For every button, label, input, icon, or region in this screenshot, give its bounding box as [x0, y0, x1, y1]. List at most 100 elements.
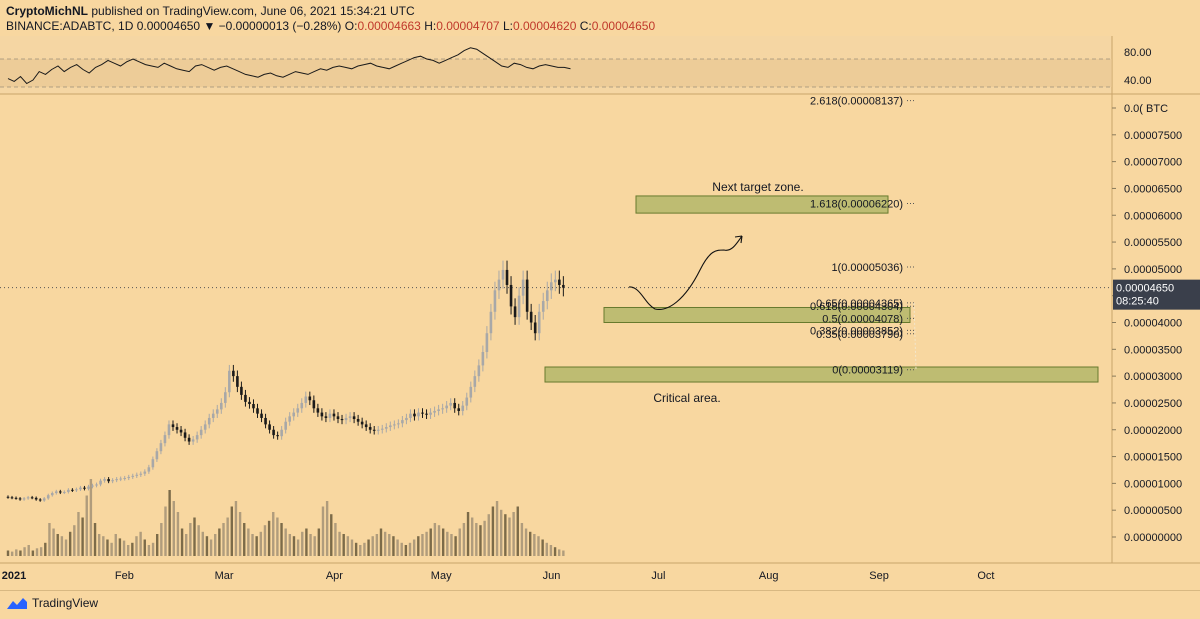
o-label: O: — [344, 19, 358, 33]
volume-bar — [48, 523, 51, 556]
chart-canvas: 80.00 40.00 0.0( BTC 0.00007500 0.00007000 0.… — [0, 36, 1200, 582]
volume-bar — [499, 509, 503, 556]
price-tick-label: 0.00001000 — [1124, 478, 1182, 490]
candle-body — [284, 421, 287, 430]
volume-bar — [363, 542, 366, 556]
price-tick-label: 0.00005500 — [1124, 237, 1182, 249]
countdown-label: 08:25:40 — [1116, 296, 1159, 308]
candle-body — [191, 439, 195, 442]
volume-bar — [131, 542, 134, 556]
volume-bar — [168, 490, 171, 556]
candle-body — [324, 416, 328, 418]
candle-body — [42, 498, 46, 501]
volume-bar — [301, 531, 304, 556]
volume-bar — [218, 528, 221, 556]
price-tick-label: 0.0( BTC — [1124, 103, 1168, 115]
volume-bar — [433, 523, 437, 556]
volume-bar — [305, 528, 308, 556]
candle-body — [199, 429, 203, 436]
header-line-1: CryptoMichNL published on TradingView.co… — [6, 4, 415, 18]
volume-bar — [321, 506, 325, 556]
price-tick-label: 0.00002500 — [1124, 398, 1182, 410]
fib-level-label: 1.618(0.00006220) — [810, 198, 903, 210]
fib-level-label: 0.35(0.00003790) — [816, 329, 903, 341]
volume-bar — [516, 506, 519, 556]
volume-bar — [189, 523, 192, 556]
candle-body — [6, 496, 10, 498]
candle-body — [59, 491, 62, 493]
candle-body — [513, 306, 517, 318]
candle-body — [372, 429, 376, 431]
volume-bar — [85, 495, 88, 556]
volume-bar — [371, 536, 374, 556]
volume-bar — [346, 536, 350, 556]
volume-bar — [172, 501, 175, 556]
volume-bar — [272, 512, 275, 556]
candle-body — [151, 459, 155, 468]
volume-bar — [292, 536, 296, 556]
volume-bar — [176, 512, 180, 556]
candle-body — [50, 493, 54, 496]
symbol-label[interactable]: BINANCE:ADABTC, 1D — [6, 19, 134, 33]
candle-body — [123, 478, 127, 480]
volume-bar — [280, 523, 283, 556]
projection-path — [628, 235, 743, 310]
price-tick-label: 0.00003500 — [1124, 344, 1182, 356]
volume-bar — [412, 539, 416, 556]
volume-bar — [437, 525, 441, 556]
volume-bar — [454, 536, 457, 556]
tradingview-logo[interactable]: TradingView — [6, 596, 98, 610]
fib-level-label: 0.382(0.00003852) — [810, 325, 903, 337]
candle-body — [46, 495, 50, 499]
candle-body — [248, 401, 251, 405]
candle-body — [304, 396, 308, 403]
candle-body — [159, 443, 163, 452]
price-tick-label: 0.00000000 — [1124, 532, 1182, 544]
c-label: C: — [579, 19, 592, 33]
candle-body — [497, 279, 501, 291]
volume-bar — [495, 501, 499, 556]
o-value: 0.00004663 — [357, 19, 421, 33]
h-value: 0.00004707 — [436, 19, 500, 33]
candle-body — [71, 489, 74, 491]
candle-body — [34, 497, 38, 500]
volume-bar — [209, 539, 213, 556]
volume-bar — [19, 550, 22, 556]
candle-body — [481, 351, 485, 366]
candle-body — [413, 413, 416, 417]
candle-body — [232, 370, 235, 377]
candle-body — [356, 419, 360, 422]
volume-bar — [354, 542, 358, 556]
candle-body — [545, 290, 549, 302]
volume-bar — [350, 539, 354, 556]
candle-body — [111, 480, 114, 482]
candle-body — [119, 478, 122, 480]
volume-bar — [255, 536, 258, 556]
author-name[interactable]: CryptoMichNL — [6, 4, 88, 18]
candle-body — [384, 427, 388, 429]
time-tick-label: Oct — [977, 570, 994, 582]
fib-level-label: 1(0.00005036) — [831, 262, 903, 274]
candle-body — [54, 491, 58, 494]
candle-body — [296, 408, 300, 413]
volume-bar — [549, 545, 553, 556]
volume-bar — [185, 534, 188, 556]
candle-body — [38, 499, 42, 501]
volume-bar — [529, 531, 532, 556]
candle-body — [127, 476, 131, 479]
candle-body — [525, 279, 529, 312]
volume-bar — [259, 531, 263, 556]
candle-body — [376, 429, 380, 431]
volume-bar — [462, 523, 466, 556]
zone-next-target — [635, 195, 889, 214]
candle-body — [75, 489, 78, 491]
volume-bar — [483, 520, 486, 556]
projection-arrowhead — [734, 235, 743, 244]
candle-body — [95, 484, 98, 486]
candle-body — [465, 397, 469, 406]
volume-bar — [450, 534, 453, 556]
rsi-tick-label: 40.00 — [1124, 75, 1152, 87]
candle-body — [328, 413, 332, 418]
volume-bar — [388, 534, 391, 556]
